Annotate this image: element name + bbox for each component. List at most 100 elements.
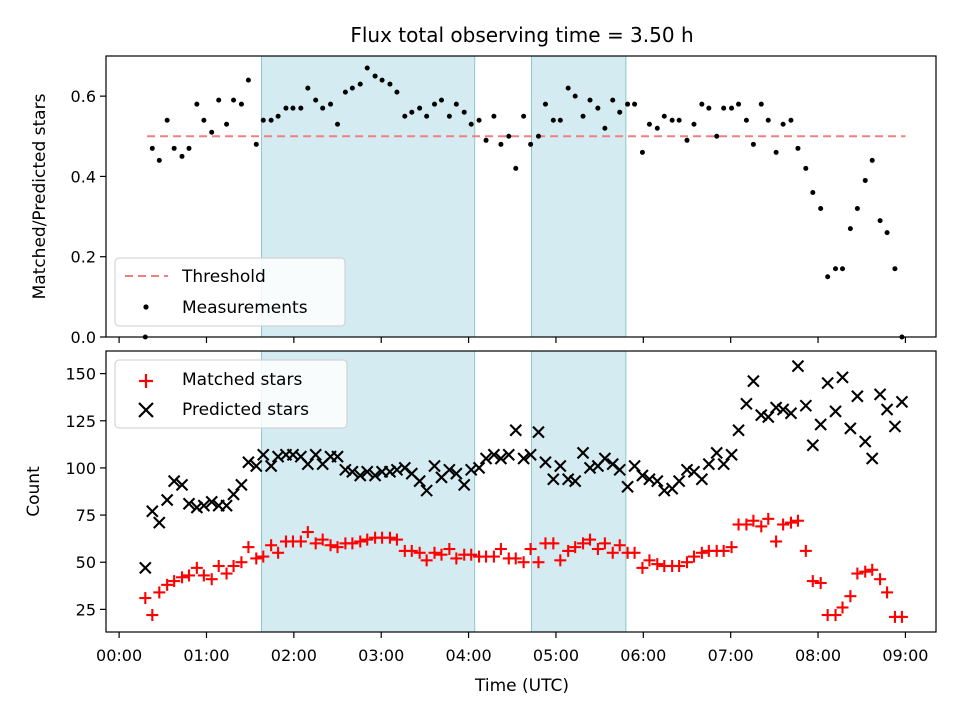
predicted-star-point [865,452,879,465]
measurement-point [201,117,207,123]
measurement-point [572,93,578,99]
measurement-point [186,145,192,151]
top-y-tick-label: 0.4 [71,167,96,186]
measurement-point [565,85,571,91]
measurement-point [595,105,601,111]
matched-star-point [413,546,426,559]
predicted-star-point [858,435,872,448]
measurement-point [194,101,200,107]
predicted-star-point [740,397,753,411]
x-tick-label: 00:00 [96,646,142,665]
predicted-star-point [264,459,278,473]
predicted-star-point [680,463,694,477]
measurement-point [535,133,541,139]
top-axes-frame [105,55,937,338]
matched-star-point [235,556,248,569]
measurement-point [275,113,281,119]
matched-star-point [695,546,708,559]
x-tick-label: 07:00 [708,646,754,665]
predicted-star-point [190,501,204,514]
predicted-star-point [413,474,426,488]
measurement-point [706,105,712,111]
predicted-star-point [702,457,716,471]
matched-star-point [242,541,255,554]
measurement-point [691,121,697,127]
matched-star-point [740,518,753,531]
measurement-point [409,109,415,115]
measurement-point [171,145,177,151]
x-tick-label: 09:00 [882,646,928,665]
matched-star-point [212,559,225,572]
matched-stars-points [139,512,908,623]
measurement-point [461,109,467,115]
measurement-point [765,117,771,123]
predicted-star-point [791,359,805,373]
predicted-star-point [139,561,152,575]
measurement-point [224,121,230,127]
bot-y-tick-label: 150 [65,365,96,384]
measurement-point [869,157,875,163]
measurement-point [854,206,860,212]
measurements-points [142,65,905,340]
measurement-point [825,274,831,280]
measurement-point [483,137,489,143]
matched-star-point [420,554,433,567]
measurement-point [669,117,675,123]
measurement-point [372,73,378,79]
matched-star-point [606,546,619,559]
measurement-point [632,101,638,107]
measurement-point [729,105,735,111]
x-tick-label: 04:00 [446,646,492,665]
bottom-y-ticks: 25 50 75 100 125 150 [65,365,106,619]
predicted-star-point [346,465,359,478]
predicted-star-point [383,465,397,478]
measurement-point [298,105,304,111]
predicted-star-point [517,452,530,465]
measurement-point [773,149,779,155]
measurement-point [684,137,690,143]
matched-star-point [161,578,174,591]
measurement-point [156,157,162,163]
predicted-star-point [182,497,196,511]
predicted-star-point [539,456,552,469]
matched-star-point [577,537,590,550]
matched-star-point [532,556,545,569]
matched-star-point [316,533,329,546]
matched-star-point [881,586,894,599]
measurement-point [610,97,616,103]
predicted-star-point [242,456,255,469]
measurement-point [305,85,311,91]
predicted-star-point [814,418,827,431]
measurement-point [394,89,400,95]
matched-star-point [183,569,195,582]
top-y-ticks: 0.0 0.2 0.4 0.6 [71,87,106,347]
matched-star-point [197,569,210,582]
predicted-star-point [420,484,433,497]
matched-star-point [613,539,626,552]
measurement-point [453,101,459,107]
measurement-point [639,149,645,155]
measurement-point [877,218,883,224]
predicted-star-point [806,439,820,452]
top-y-axis-label: Matched/Predicted stars [30,93,50,299]
measurement-point [587,97,593,103]
measurement-point [149,145,155,151]
top-y-tick-label: 0.2 [71,248,96,267]
predicted-star-point [353,469,367,482]
matched-star-point [487,550,500,563]
predicted-star-point [360,465,374,478]
matched-star-point [294,535,307,548]
measurement-point [320,105,326,111]
measurement-point [349,85,355,91]
measurement-point [521,113,527,119]
matched-star-point [770,535,783,548]
matched-star-point [494,543,507,556]
top-y-tick-label: 0.0 [71,328,96,347]
matched-star-point [717,544,730,557]
matched-star-point [829,609,842,622]
measurement-point [743,117,749,123]
bot-y-tick-label: 50 [76,553,96,572]
matched-star-point [443,543,456,556]
predicted-star-point [636,469,649,482]
